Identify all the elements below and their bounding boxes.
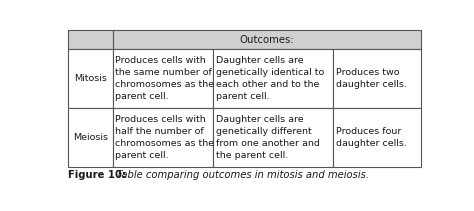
Bar <box>112 30 421 49</box>
Bar <box>112 49 213 108</box>
Text: Meiosis: Meiosis <box>73 133 108 142</box>
Bar <box>68 108 112 167</box>
Text: Produces four
daughter cells.: Produces four daughter cells. <box>336 127 407 148</box>
Text: Outcomes:: Outcomes: <box>239 35 294 45</box>
Text: Figure 10:: Figure 10: <box>68 170 127 180</box>
Bar <box>68 30 112 49</box>
Text: Mitosis: Mitosis <box>74 74 107 83</box>
Bar <box>68 49 112 108</box>
Bar <box>333 108 421 167</box>
Text: Daughter cells are
genetically different
from one another and
the parent cell.: Daughter cells are genetically different… <box>216 115 320 160</box>
Bar <box>213 108 333 167</box>
Bar <box>112 108 213 167</box>
Bar <box>213 49 333 108</box>
Text: Produces cells with
the same number of
chromosomes as the
parent cell.: Produces cells with the same number of c… <box>116 57 215 101</box>
Text: Produces two
daughter cells.: Produces two daughter cells. <box>336 68 407 89</box>
Bar <box>333 49 421 108</box>
Text: Daughter cells are
genetically identical to
each other and to the
parent cell.: Daughter cells are genetically identical… <box>216 57 324 101</box>
Text: Table comparing outcomes in mitosis and meiosis.: Table comparing outcomes in mitosis and … <box>109 170 369 180</box>
Text: Produces cells with
half the number of
chromosomes as the
parent cell.: Produces cells with half the number of c… <box>116 115 215 160</box>
